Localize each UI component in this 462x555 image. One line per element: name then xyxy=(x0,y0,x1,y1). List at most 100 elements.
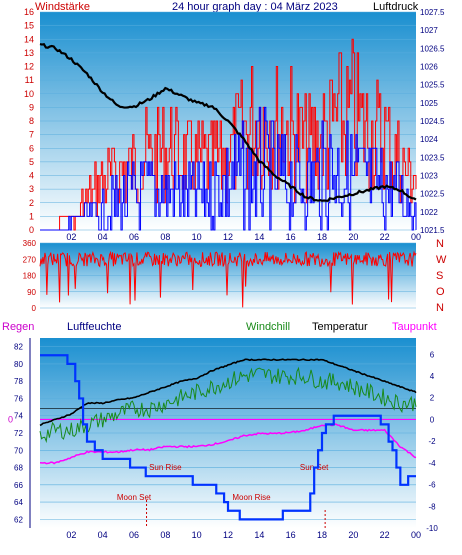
hour-tick-label: 02 xyxy=(66,232,76,242)
temperature-line xyxy=(39,358,417,427)
hour-tick-label: 16 xyxy=(286,232,296,242)
hour-tick-label: 12 xyxy=(223,530,233,540)
humidity-tick-label: 72 xyxy=(14,429,23,438)
hour-tick-label: 06 xyxy=(129,530,139,540)
humidity-tick-label: 66 xyxy=(14,481,23,490)
humidity-tick-label: 64 xyxy=(14,498,23,507)
hour-tick-label: 02 xyxy=(66,530,76,540)
wind-tick-label: 4 xyxy=(29,171,34,181)
wind-tick-label: 6 xyxy=(29,143,34,153)
wind-tick-label: 9 xyxy=(29,102,34,112)
wind-tick-label: 12 xyxy=(24,62,34,72)
direction-tick-label: 90 xyxy=(27,288,36,297)
hour-tick-label: 00 xyxy=(411,530,421,540)
humidity-tick-label: 80 xyxy=(14,360,23,369)
hour-tick-label: 12 xyxy=(223,232,233,242)
hour-tick-label: 00 xyxy=(411,232,421,242)
temperature-tick-label: 0 xyxy=(430,415,435,424)
hour-tick-label: 22 xyxy=(380,530,390,540)
graph-title: 24 hour graph day : 04 März 2023 xyxy=(172,1,338,13)
wind-tick-label: 2 xyxy=(29,198,34,208)
wind-tick-label: 14 xyxy=(24,34,34,44)
temperature-tick-label: -10 xyxy=(426,524,438,533)
hour-tick-label: 20 xyxy=(348,530,358,540)
dewpoint-label: Taupunkt xyxy=(392,321,437,333)
windchill-label: Windchill xyxy=(246,321,290,333)
pressure-tick-label: 1024.5 xyxy=(420,117,445,126)
compass-label: N xyxy=(436,238,444,250)
hour-tick-label: 14 xyxy=(254,530,264,540)
wind-tick-label: 15 xyxy=(24,21,34,31)
wind-tick-label: 1 xyxy=(29,211,34,221)
wind-tick-label: 8 xyxy=(29,116,34,126)
direction-tick-label: 0 xyxy=(32,304,37,313)
compass-label: W xyxy=(436,254,447,266)
temperature-tick-label: 4 xyxy=(430,372,435,381)
pressure-line xyxy=(39,42,417,203)
pressure-tick-label: 1026 xyxy=(420,63,438,72)
hour-tick-label: 20 xyxy=(348,232,358,242)
temperature-tick-label: -4 xyxy=(428,459,436,468)
pressure-tick-label: 1022.5 xyxy=(420,190,445,199)
humidity-tick-label: 78 xyxy=(14,377,23,386)
wind-tick-label: 0 xyxy=(29,225,34,235)
pressure-tick-label: 1024 xyxy=(420,135,438,144)
hour-tick-label: 08 xyxy=(160,232,170,242)
temperature-label: Temperatur xyxy=(312,321,368,333)
wind-direction-line xyxy=(39,250,417,308)
humidity-line xyxy=(40,354,416,521)
temperature-tick-label: -6 xyxy=(428,481,436,490)
humidity-label: Luftfeuchte xyxy=(67,321,121,333)
rain-label: Regen xyxy=(2,321,34,333)
hour-tick-label: 04 xyxy=(98,530,108,540)
astro-annotation: Sun Rise xyxy=(149,463,182,472)
hour-tick-label: 08 xyxy=(160,530,170,540)
hour-tick-label: 06 xyxy=(129,232,139,242)
wind-tick-label: 10 xyxy=(24,89,34,99)
wind-tick-label: 3 xyxy=(29,184,34,194)
humidity-tick-label: 74 xyxy=(14,412,23,421)
pressure-tick-label: 1027.5 xyxy=(420,8,445,17)
humidity-tick-label: 76 xyxy=(14,394,23,403)
compass-label: N xyxy=(436,302,444,314)
pressure-tick-label: 1026.5 xyxy=(420,44,445,53)
hour-tick-label: 10 xyxy=(192,232,202,242)
direction-tick-label: 270 xyxy=(23,255,37,264)
wind-strength-label: Windstärke xyxy=(35,1,90,13)
hour-tick-label: 18 xyxy=(317,232,327,242)
pressure-tick-label: 1022 xyxy=(420,208,438,217)
wind-tick-label: 7 xyxy=(29,130,34,140)
astro-annotation: Moon Rise xyxy=(232,493,271,502)
pressure-tick-label: 1023 xyxy=(420,172,438,181)
humidity-tick-label: 70 xyxy=(14,446,23,455)
pressure-tick-label: 1025.5 xyxy=(420,81,445,90)
hour-tick-label: 18 xyxy=(317,530,327,540)
hour-tick-label: 22 xyxy=(380,232,390,242)
temperature-tick-label: 2 xyxy=(430,394,435,403)
pressure-tick-label: 1025 xyxy=(420,99,438,108)
direction-tick-label: 180 xyxy=(23,272,37,281)
temperature-tick-label: -8 xyxy=(428,502,436,511)
humidity-tick-label: 62 xyxy=(14,515,23,524)
pressure-tick-label: 1021.5 xyxy=(420,226,445,235)
humidity-tick-label: 68 xyxy=(14,464,23,473)
wind-tick-label: 16 xyxy=(24,7,34,17)
direction-tick-label: 360 xyxy=(23,239,37,248)
temperature-tick-label: -2 xyxy=(428,437,436,446)
wind-tick-label: 5 xyxy=(29,157,34,167)
astro-annotation: Moon Set xyxy=(117,493,152,502)
wind-gust-line xyxy=(40,106,417,231)
compass-label: S xyxy=(436,270,443,282)
hour-tick-label: 16 xyxy=(286,530,296,540)
rain-value: 0 xyxy=(8,414,13,424)
wind-tick-label: 13 xyxy=(24,48,34,58)
pressure-label: Luftdruck xyxy=(373,1,419,13)
wind-tick-label: 11 xyxy=(25,75,34,85)
hour-tick-label: 10 xyxy=(192,530,202,540)
hour-tick-label: 04 xyxy=(98,232,108,242)
temperature-tick-label: 6 xyxy=(430,350,435,359)
compass-label: O xyxy=(436,286,445,298)
pressure-tick-label: 1023.5 xyxy=(420,153,445,162)
pressure-tick-label: 1027 xyxy=(420,26,438,35)
